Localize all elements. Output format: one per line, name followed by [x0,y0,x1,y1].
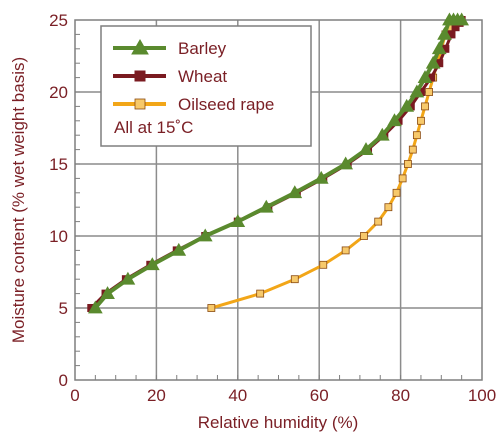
y-tick-label: 20 [49,83,68,102]
data-point [437,26,452,40]
data-point [409,84,425,98]
data-point [399,98,415,112]
data-point [197,228,213,242]
data-point [360,232,368,240]
data-point [374,217,383,226]
data-point [425,88,433,96]
x-axis-title: Relative humidity (%) [198,413,359,432]
series-layer [87,12,470,314]
data-point [290,275,299,284]
data-point [421,102,429,111]
y-tick-label: 25 [49,11,68,30]
data-point [171,242,187,256]
y-tick-label: 15 [49,155,68,174]
legend-label: Barley [178,39,227,58]
data-point [319,260,328,269]
legend-annotation: All at 15˚C [114,118,193,137]
data-point [256,289,265,298]
data-point [341,246,350,255]
data-point [387,113,402,127]
data-point [134,70,146,82]
legend-entry: Oilseed rape [113,95,274,114]
data-point [100,286,115,299]
data-point [417,116,425,125]
legend-entry: Barley [113,38,227,58]
legend-items: Barley Wheat Oilseed rape [113,38,274,114]
data-point [392,188,401,197]
data-point [87,300,103,314]
data-point [144,257,160,271]
data-point [417,70,433,83]
plot-frame [74,19,483,381]
y-axis-title: Moisture content (% wet weight basis) [9,57,28,343]
data-point [338,156,354,170]
data-point [431,41,447,55]
data-point [374,127,390,141]
legend: Barley Wheat Oilseed rape All at 15˚C [100,25,312,147]
legend-label: Wheat [178,67,227,86]
x-tick-label: 60 [310,386,329,405]
x-tick-label: 80 [391,386,410,405]
data-point [398,174,407,183]
data-point [258,199,274,213]
data-point [207,304,216,312]
y-tick-label: 5 [59,299,68,318]
data-point [412,131,421,140]
x-tick-label: 100 [468,386,496,405]
data-point [358,142,374,155]
x-tick-label: 0 [70,386,79,405]
data-point [120,271,136,285]
x-tick-label: 20 [147,386,166,405]
data-point [384,203,393,212]
data-point [287,185,303,199]
data-point [454,12,470,26]
data-point [408,145,417,154]
data-point [230,214,246,227]
y-tick-label: 0 [59,371,68,390]
x-tick-labels: 0 20 40 60 80 100 [70,386,496,405]
axes [74,19,483,381]
x-tick-label: 40 [228,386,247,405]
data-point [425,55,441,69]
legend-label: Oilseed rape [178,95,274,114]
data-point [313,170,329,184]
y-tick-label: 10 [49,227,68,246]
data-point [404,160,412,168]
data-point [131,38,149,55]
data-point [134,98,146,110]
legend-entry: Wheat [113,67,227,86]
y-tick-labels: 0 5 10 15 20 25 [49,11,68,390]
series-barley [87,12,470,314]
